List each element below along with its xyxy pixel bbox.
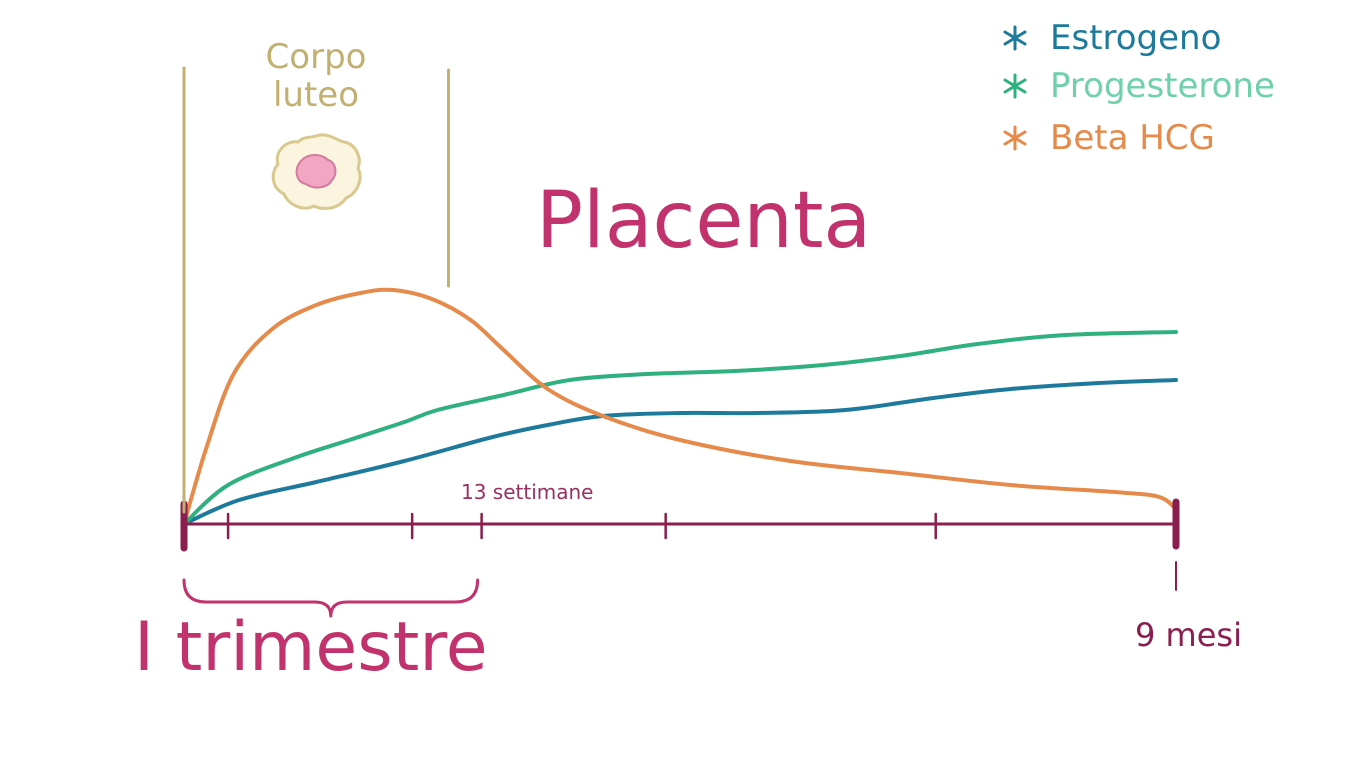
mesi-label: 9 mesi <box>1135 616 1242 654</box>
legend-label-estrogeno: Estrogeno <box>1050 18 1222 58</box>
trimestre-label: I trimestre <box>134 608 488 687</box>
trimestre-brace <box>182 578 480 618</box>
series-line-progesterone <box>182 330 1178 526</box>
legend-item-progesterone: Progesterone <box>1000 66 1275 106</box>
corpo-luteo-label: Corpo luteo <box>254 38 378 114</box>
legend-item-beta-hcg: Beta HCG <box>1000 118 1215 158</box>
placenta-label: Placenta <box>536 176 872 266</box>
asterisk-icon <box>1003 25 1027 51</box>
series-line-beta-hcg <box>182 287 1178 526</box>
settimane-label: 13 settimane <box>461 480 594 504</box>
asterisk-icon <box>1003 125 1027 151</box>
corpo-label-line1: Corpo <box>265 37 367 77</box>
legend-item-estrogeno: Estrogeno <box>1000 18 1221 58</box>
asterisk-icon <box>1003 73 1027 99</box>
legend-label-progesterone: Progesterone <box>1050 66 1275 106</box>
corpo-label-line2: luteo <box>272 75 360 115</box>
legend-label-beta-hcg: Beta HCG <box>1050 118 1215 158</box>
corpo-luteo-illustration <box>271 133 362 210</box>
series-line-estrogeno <box>182 378 1178 526</box>
